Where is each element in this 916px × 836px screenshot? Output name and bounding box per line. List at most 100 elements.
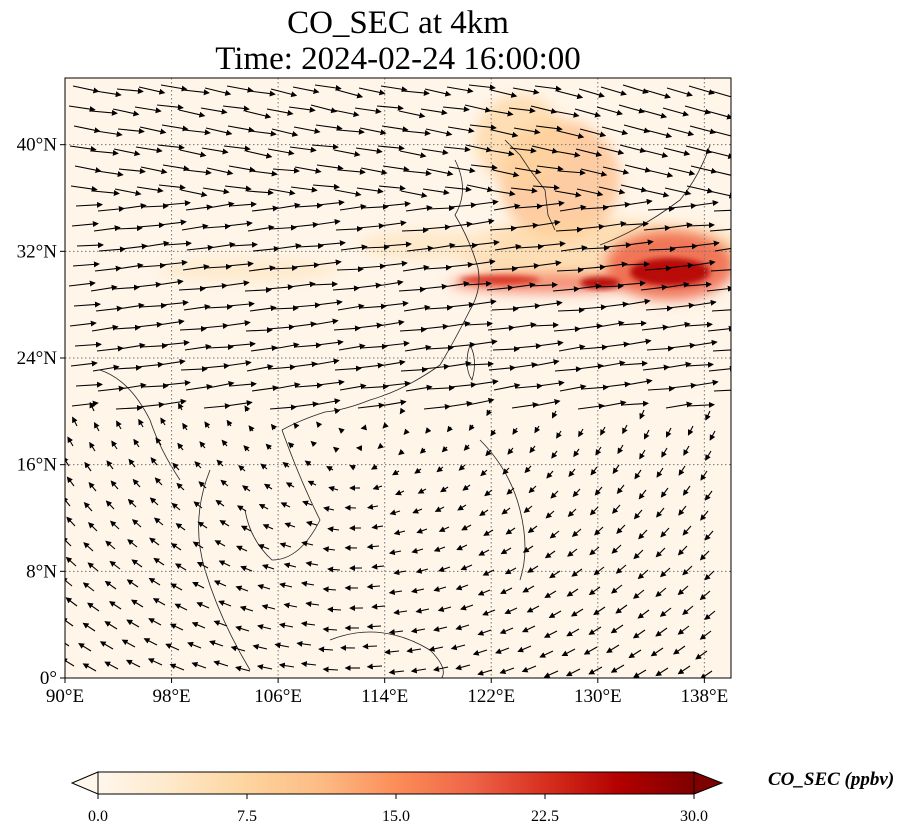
wind-arrow xyxy=(182,264,210,271)
wind-arrow xyxy=(620,184,648,193)
wind-arrow xyxy=(514,167,542,175)
colorbar-tick-label: 22.5 xyxy=(531,808,559,825)
wind-arrow xyxy=(222,105,250,112)
wind-arrow xyxy=(685,145,713,155)
wind-arrow xyxy=(634,469,642,480)
wind-arrow xyxy=(137,222,165,229)
wind-arrow xyxy=(359,127,387,136)
wind-arrow xyxy=(477,589,491,596)
wind-arrow xyxy=(200,282,228,289)
wind-arrow xyxy=(105,500,115,510)
wind-arrow xyxy=(65,597,78,607)
wind-arrow xyxy=(76,242,104,249)
wind-arrow xyxy=(619,320,647,327)
wind-arrow xyxy=(488,365,516,372)
wind-arrow xyxy=(647,385,675,392)
wind-arrow xyxy=(616,484,625,495)
wind-arrow xyxy=(588,586,601,596)
wind-arrow xyxy=(111,440,118,450)
wind-arrow xyxy=(354,107,382,115)
wind-arrow xyxy=(300,580,315,587)
wind-arrow xyxy=(706,110,731,120)
wind-arrow xyxy=(678,505,687,516)
wind-arrow xyxy=(624,338,652,346)
wind-arrow xyxy=(295,202,323,209)
wind-arrow xyxy=(633,589,645,599)
wind-arrow xyxy=(597,320,625,328)
wind-arrow xyxy=(267,324,295,331)
wind-arrow xyxy=(465,320,493,327)
wind-arrow xyxy=(317,199,345,206)
wind-arrow xyxy=(301,540,314,547)
wind-arrow xyxy=(366,583,381,590)
wind-arrow xyxy=(493,203,521,211)
wind-arrow xyxy=(160,417,167,426)
wind-arrow xyxy=(559,384,587,392)
wind-arrow xyxy=(78,643,92,652)
wind-arrow xyxy=(423,403,451,410)
wind-arrow xyxy=(537,200,565,207)
wind-arrow xyxy=(82,663,97,672)
wind-arrow xyxy=(448,341,476,348)
wind-arrow xyxy=(412,508,423,514)
wind-arrow xyxy=(366,623,382,630)
wind-arrow xyxy=(707,150,731,159)
wind-arrow xyxy=(95,305,123,312)
wind-arrow xyxy=(313,218,341,226)
wind-arrow xyxy=(268,364,296,371)
wind-arrow xyxy=(665,427,672,438)
wind-arrow xyxy=(508,282,536,289)
wind-arrow xyxy=(327,566,341,573)
wind-arrow xyxy=(552,286,580,293)
wind-arrow xyxy=(311,318,339,326)
wind-arrow xyxy=(406,245,434,252)
wind-arrow xyxy=(148,577,161,586)
wind-arrow xyxy=(229,201,257,208)
lat-tick-label: 40°N xyxy=(17,135,58,156)
wind-arrow xyxy=(141,382,169,389)
wind-arrow xyxy=(638,489,647,500)
wind-arrow xyxy=(112,108,140,117)
wind-arrow xyxy=(392,469,400,476)
wind-arrow xyxy=(185,204,213,211)
wind-arrow xyxy=(149,537,160,546)
colorbar-tick-label: 30.0 xyxy=(680,808,708,825)
wind-arrow xyxy=(197,521,208,529)
lon-tick-label: 130°E xyxy=(574,686,622,707)
wind-arrow xyxy=(291,401,319,408)
wind-arrow xyxy=(83,542,94,552)
wind-arrow xyxy=(589,546,600,556)
wind-arrow xyxy=(576,363,604,370)
wind-arrow xyxy=(66,516,76,527)
wind-arrow xyxy=(708,190,731,199)
wind-arrow xyxy=(504,567,517,575)
wind-arrow xyxy=(524,465,532,474)
wind-arrow xyxy=(292,262,320,269)
wind-arrow xyxy=(535,300,563,307)
wind-arrow xyxy=(567,508,577,517)
wind-arrow xyxy=(485,449,492,457)
wind-arrow xyxy=(692,240,720,247)
wind-arrow xyxy=(568,468,576,478)
lat-tick-label: 0° xyxy=(40,668,57,689)
wind-arrow xyxy=(427,384,455,391)
wind-arrow xyxy=(598,360,626,368)
wind-arrow xyxy=(155,437,162,446)
wind-arrow xyxy=(246,364,274,372)
wind-arrow xyxy=(686,361,714,368)
wind-arrow xyxy=(362,244,390,251)
wind-arrow xyxy=(230,241,258,248)
wind-arrow xyxy=(112,284,140,291)
wind-arrow xyxy=(272,167,300,174)
wind-arrow xyxy=(296,640,312,647)
wind-arrow xyxy=(643,429,650,440)
wind-arrow xyxy=(289,146,317,153)
lon-tick-label: 138°E xyxy=(681,686,729,707)
wind-arrow xyxy=(399,326,427,333)
wind-arrow xyxy=(536,165,564,172)
wind-arrow xyxy=(156,278,184,286)
wind-arrow xyxy=(74,341,102,348)
wind-arrow xyxy=(533,399,561,407)
wind-arrow xyxy=(118,168,146,175)
wind-arrow xyxy=(465,144,493,153)
